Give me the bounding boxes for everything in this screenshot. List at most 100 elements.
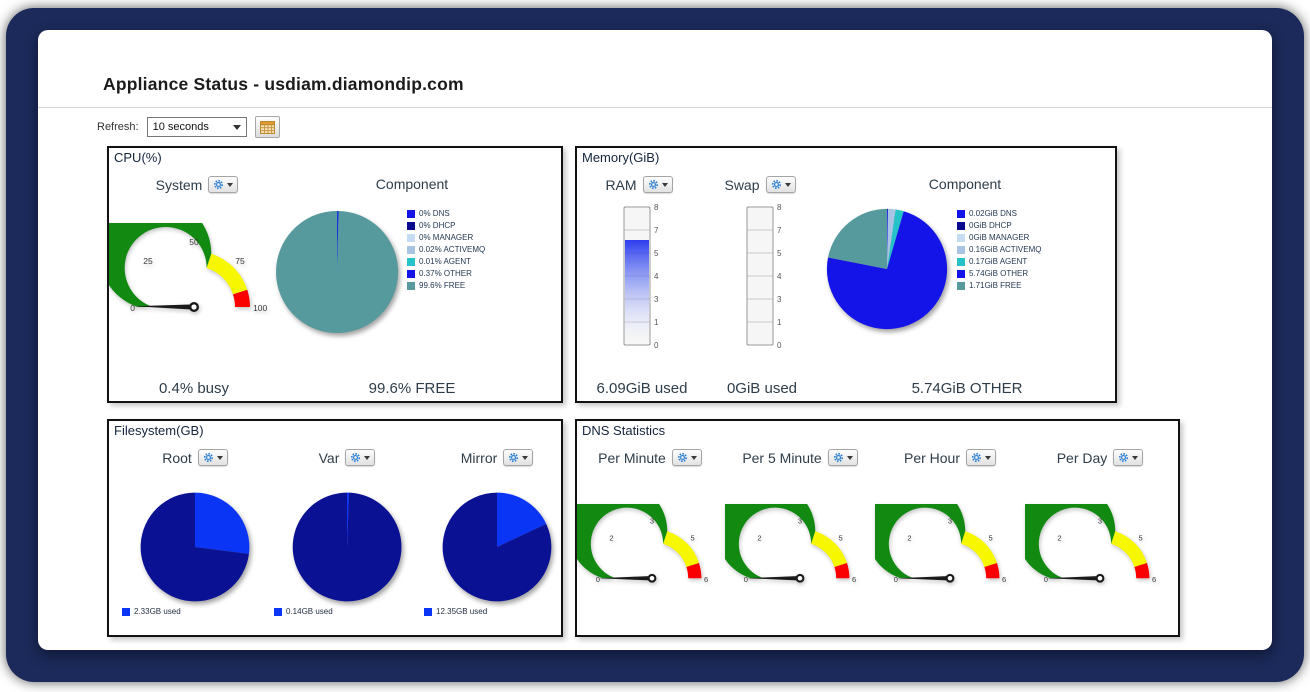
- legend-swatch: [407, 269, 415, 278]
- legend-swatch: [957, 245, 965, 254]
- cpu-free-value: 99.6% FREE: [368, 380, 456, 397]
- legend-swatch: [274, 607, 282, 616]
- legend-item: 0.02% ACTIVEMQ: [407, 245, 485, 254]
- svg-text:0: 0: [894, 575, 898, 584]
- svg-text:5: 5: [839, 533, 843, 542]
- appliance-status-card: Appliance Status - usdiam.diamondip.com …: [38, 30, 1272, 650]
- svg-text:6: 6: [1152, 575, 1156, 584]
- svg-text:7: 7: [654, 226, 659, 235]
- gear-icon: [648, 179, 658, 190]
- cpu-component-label: Component: [375, 176, 449, 192]
- dns-per-hour-settings-button[interactable]: [966, 449, 997, 466]
- svg-text:3: 3: [777, 295, 782, 304]
- dns-per-5-minute-label: Per 5 Minute: [742, 449, 822, 466]
- memory-swap-settings-button[interactable]: [765, 176, 796, 193]
- refresh-interval-select[interactable]: 10 seconds: [146, 117, 247, 137]
- svg-text:8: 8: [777, 203, 782, 212]
- gear-icon: [1119, 452, 1129, 463]
- memory-panel-title: Memory(GiB): [582, 150, 660, 165]
- svg-text:50: 50: [189, 237, 199, 247]
- svg-text:3: 3: [654, 295, 659, 304]
- dns-per-5-minute-gauge: 0 2 3 5 6: [725, 504, 856, 584]
- schedule-button[interactable]: [254, 116, 280, 138]
- legend-swatch: [957, 269, 965, 278]
- legend-item: 0% MANAGER: [407, 233, 485, 242]
- svg-text:0: 0: [744, 575, 748, 584]
- filesystem-var-used-value: 0.14GB used: [274, 607, 333, 616]
- svg-text:1: 1: [654, 318, 659, 327]
- gear-icon: [351, 452, 361, 463]
- svg-text:5: 5: [777, 249, 782, 258]
- dns-per-minute-label: Per Minute: [598, 449, 666, 466]
- dropdown-caret-icon: [690, 455, 697, 460]
- dropdown-caret-icon: [216, 455, 223, 460]
- filesystem-mirror-pie: [442, 492, 552, 602]
- svg-text:2: 2: [907, 533, 911, 542]
- gear-icon: [214, 179, 224, 190]
- legend-swatch: [407, 281, 415, 290]
- dropdown-caret-icon: [522, 455, 529, 460]
- dns-per-5-minute-settings-button[interactable]: [827, 449, 858, 466]
- legend-swatch: [957, 257, 965, 266]
- dns-per-minute-settings-button[interactable]: [671, 449, 702, 466]
- dropdown-caret-icon: [985, 455, 992, 460]
- filesystem-mirror-settings-button[interactable]: [503, 449, 534, 466]
- cpu-busy-value: 0.4% busy: [158, 380, 230, 397]
- svg-text:3: 3: [798, 517, 802, 526]
- gear-icon: [203, 452, 213, 463]
- legend-item: 0.17GiB AGENT: [957, 257, 1041, 266]
- legend-item: 0.37% OTHER: [407, 269, 485, 278]
- cpu-system-label: System: [155, 176, 203, 193]
- legend-swatch: [957, 281, 965, 290]
- legend-item: 99.6% FREE: [407, 281, 485, 290]
- legend-item: 0.02GiB DNS: [957, 209, 1041, 218]
- dns-per-day-settings-button[interactable]: [1113, 449, 1144, 466]
- window-frame: Appliance Status - usdiam.diamondip.com …: [6, 8, 1304, 682]
- legend-item: 5.74GiB OTHER: [957, 269, 1041, 278]
- legend-item: 0GiB DHCP: [957, 221, 1041, 230]
- memory-legend: 0.02GiB DNS 0GiB DHCP 0GiB MANAGER 0.16G…: [957, 209, 1041, 290]
- memory-swap-used-value: 0GiB used: [726, 380, 798, 397]
- legend-swatch: [957, 209, 965, 218]
- svg-text:2: 2: [609, 533, 613, 542]
- cpu-panel-title: CPU(%): [114, 150, 162, 165]
- filesystem-root-label: Root: [162, 449, 192, 466]
- cpu-panel: CPU(%) System Component 0 25 50 75 100 0% DN…: [107, 146, 563, 403]
- filesystem-mirror-label: Mirror: [460, 449, 498, 466]
- svg-text:2: 2: [757, 533, 761, 542]
- filesystem-var-settings-button[interactable]: [345, 449, 376, 466]
- dropdown-caret-icon: [784, 182, 791, 187]
- legend-item: 0GiB MANAGER: [957, 233, 1041, 242]
- svg-text:4: 4: [777, 272, 782, 281]
- svg-text:0: 0: [130, 303, 135, 313]
- dns-per-hour-gauge: 0 2 3 5 6: [875, 504, 1006, 584]
- svg-text:6: 6: [852, 575, 856, 584]
- cpu-component-pie: [276, 210, 399, 334]
- svg-text:0: 0: [777, 341, 782, 350]
- legend-item: 0.16GiB ACTIVEMQ: [957, 245, 1041, 254]
- svg-text:8: 8: [654, 203, 659, 212]
- memory-ram-settings-button[interactable]: [642, 176, 673, 193]
- dropdown-caret-icon: [1132, 455, 1139, 460]
- legend-item: 1.71GiB FREE: [957, 281, 1041, 290]
- dropdown-caret-icon: [661, 182, 668, 187]
- legend-swatch: [407, 221, 415, 230]
- dns-per-minute-gauge: 0 2 3 5 6: [577, 504, 708, 584]
- cpu-system-settings-button[interactable]: [208, 176, 239, 193]
- memory-ram-label: RAM: [605, 176, 637, 193]
- filesystem-panel: Filesystem(GB) Root Var Mirror 2.33GB: [107, 419, 563, 637]
- dns-per-hour-label: Per Hour: [903, 449, 961, 466]
- gear-icon: [677, 452, 687, 463]
- dns-per-day-gauge: 0 2 3 5 6: [1025, 504, 1156, 584]
- svg-text:25: 25: [143, 256, 153, 266]
- svg-text:3: 3: [1098, 517, 1102, 526]
- memory-component-pie: [826, 208, 948, 330]
- filesystem-var-label: Var: [318, 449, 340, 466]
- svg-text:4: 4: [654, 272, 659, 281]
- filesystem-root-settings-button[interactable]: [197, 449, 228, 466]
- dropdown-caret-icon: [846, 455, 853, 460]
- legend-swatch: [407, 257, 415, 266]
- legend-item: 0% DNS: [407, 209, 485, 218]
- refresh-interval-value: 10 seconds: [152, 121, 209, 133]
- legend-item: 0% DHCP: [407, 221, 485, 230]
